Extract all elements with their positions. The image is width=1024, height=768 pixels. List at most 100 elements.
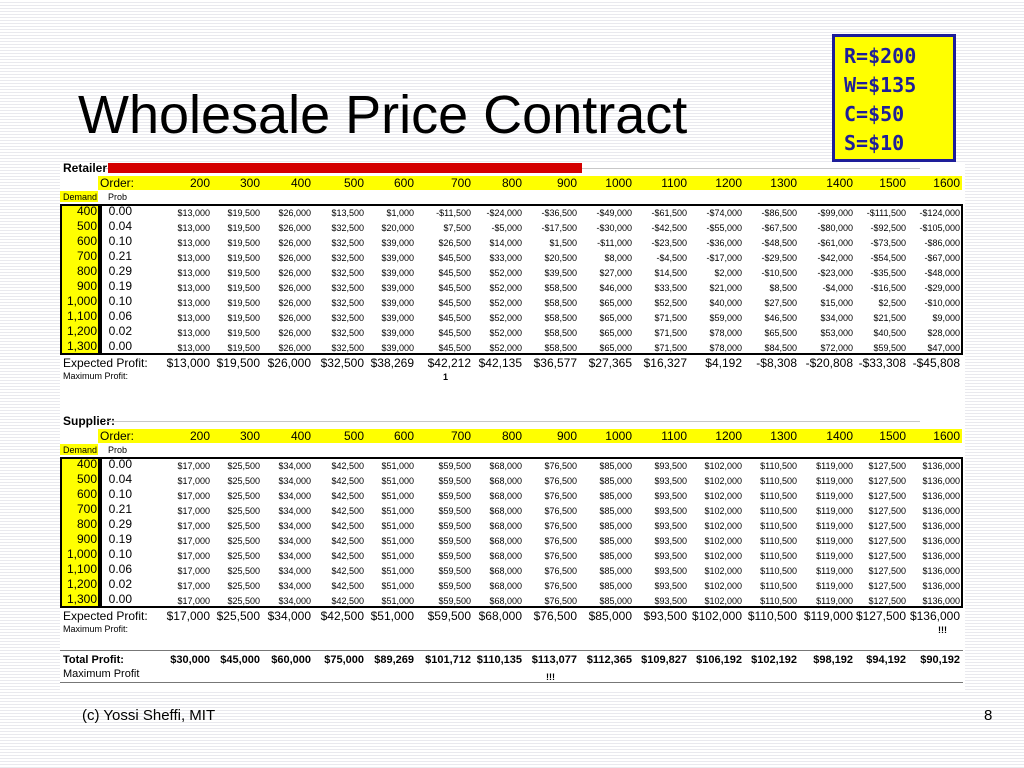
retailer-expected-value: $26,000 xyxy=(267,356,311,370)
supplier-profit-cell: $102,000 xyxy=(704,506,742,516)
supplier-profit-cell: $110,500 xyxy=(760,551,797,561)
retailer-demand-value: 900 xyxy=(76,279,97,293)
supplier-max-label: Maximum Profit: xyxy=(63,624,129,634)
retailer-profit-cell: -$23,500 xyxy=(651,238,687,248)
supplier-profit-cell: $85,000 xyxy=(599,596,632,606)
retailer-profit-cell: $26,500 xyxy=(438,238,471,248)
retailer-profit-cell: $19,500 xyxy=(227,268,260,278)
retailer-profit-cell: $28,000 xyxy=(927,328,960,338)
retailer-profit-cell: $2,000 xyxy=(714,268,742,278)
supplier-profit-cell: $68,000 xyxy=(489,506,522,516)
retailer-profit-cell: $33,500 xyxy=(654,283,687,293)
supplier-demand-box xyxy=(60,457,100,608)
retailer-profit-cell: $13,000 xyxy=(177,253,210,263)
retailer-profit-cell: $59,000 xyxy=(709,313,742,323)
retailer-profit-cell: $15,000 xyxy=(820,298,853,308)
retailer-demand-value: 1,000 xyxy=(66,294,97,308)
retailer-profit-cell: -$54,500 xyxy=(870,253,906,263)
supplier-profit-cell: $17,000 xyxy=(177,506,210,516)
retailer-profit-cell: $52,000 xyxy=(489,298,522,308)
supplier-order-header: 500 xyxy=(343,429,364,443)
retailer-demand-value: 800 xyxy=(76,264,97,278)
supplier-profit-cell: $110,500 xyxy=(760,566,797,576)
retailer-order-header: 1300 xyxy=(770,176,797,190)
retailer-profit-cell: $39,000 xyxy=(381,253,414,263)
retailer-profit-cell: $32,500 xyxy=(331,238,364,248)
retailer-order-header: 400 xyxy=(290,176,311,190)
supplier-profit-cell: $93,500 xyxy=(654,596,687,606)
supplier-profit-cell: $25,500 xyxy=(227,461,260,471)
retailer-profit-cell: $32,500 xyxy=(331,253,364,263)
retailer-order-header: 1000 xyxy=(605,176,632,190)
retailer-profit-cell: -$73,500 xyxy=(870,238,906,248)
supplier-profit-cell: $76,500 xyxy=(544,491,577,501)
retailer-profit-cell: $65,000 xyxy=(599,298,632,308)
retailer-order-header: 1600 xyxy=(933,176,960,190)
param-c: C=$50 xyxy=(844,102,905,126)
retailer-profit-cell: $13,000 xyxy=(177,343,210,353)
supplier-profit-cell: $136,000 xyxy=(922,551,960,561)
retailer-profit-cell: -$29,000 xyxy=(924,283,960,293)
retailer-expected-value: $16,327 xyxy=(643,356,687,370)
supplier-profit-cell: $85,000 xyxy=(599,566,632,576)
retailer-prob-value: 0.00 xyxy=(108,204,132,218)
retailer-order-header: 500 xyxy=(343,176,364,190)
retailer-profit-cell: $21,500 xyxy=(873,313,906,323)
parameter-box: R=$200 W=$135 C=$50 S=$10 xyxy=(832,34,956,162)
retailer-profit-cell: -$11,000 xyxy=(597,238,632,248)
retailer-profit-cell: $26,000 xyxy=(278,298,311,308)
retailer-profit-cell: $32,500 xyxy=(331,328,364,338)
supplier-prob-value: 0.19 xyxy=(108,532,132,546)
retailer-profit-cell: -$5,000 xyxy=(491,223,522,233)
retailer-expected-value: $27,365 xyxy=(588,356,632,370)
supplier-profit-cell: $76,500 xyxy=(544,566,577,576)
retailer-order-header: 1500 xyxy=(879,176,906,190)
retailer-profit-cell: $78,000 xyxy=(709,343,742,353)
retailer-profit-cell: -$4,500 xyxy=(656,253,687,263)
supplier-order-header: 200 xyxy=(189,429,210,443)
retailer-profit-cell: $78,000 xyxy=(709,328,742,338)
total-value: $94,192 xyxy=(866,654,906,666)
supplier-profit-cell: $93,500 xyxy=(654,581,687,591)
supplier-demand-value: 1,000 xyxy=(66,547,97,561)
retailer-profit-cell: $65,000 xyxy=(599,328,632,338)
retailer-order-header: 1100 xyxy=(661,176,687,190)
retailer-order-bar xyxy=(98,176,962,190)
supplier-prob-value: 0.21 xyxy=(108,502,132,516)
retailer-max-marker: 1 xyxy=(443,372,449,382)
supplier-order-header: 600 xyxy=(393,429,414,443)
supplier-profit-cell: $34,000 xyxy=(278,506,311,516)
retailer-profit-cell: $84,500 xyxy=(764,343,797,353)
retailer-profit-cell: $59,500 xyxy=(873,343,906,353)
supplier-profit-cell: $59,500 xyxy=(438,461,471,471)
retailer-prob-value: 0.06 xyxy=(108,309,132,323)
retailer-profit-cell: $21,000 xyxy=(709,283,742,293)
retailer-expected-value: -$45,808 xyxy=(912,356,960,370)
retailer-profit-cell: $45,500 xyxy=(438,283,471,293)
retailer-order-header: 300 xyxy=(239,176,260,190)
retailer-demand-value: 400 xyxy=(76,204,97,218)
supplier-expected-value: $34,000 xyxy=(267,609,311,623)
supplier-prob-value: 0.10 xyxy=(108,547,132,561)
supplier-demand-value: 1,300 xyxy=(66,592,97,606)
retailer-profit-cell: $58,500 xyxy=(544,283,577,293)
retailer-demand-col-bar xyxy=(60,204,98,354)
supplier-profit-cell: $51,000 xyxy=(381,566,414,576)
supplier-profit-cell: $85,000 xyxy=(599,581,632,591)
retailer-expected-value: -$33,308 xyxy=(858,356,906,370)
supplier-profit-cell: $76,500 xyxy=(544,461,577,471)
retailer-profit-cell: -$48,000 xyxy=(924,268,960,278)
supplier-profit-cell: $85,000 xyxy=(599,461,632,471)
supplier-profit-cell: $127,500 xyxy=(868,596,906,606)
retailer-demand-value: 1,300 xyxy=(66,339,97,353)
retailer-profit-cell: -$67,000 xyxy=(924,253,960,263)
retailer-profit-cell: $52,000 xyxy=(489,313,522,323)
retailer-profit-cell: $58,500 xyxy=(544,298,577,308)
retailer-profit-cell: $19,500 xyxy=(227,328,260,338)
spreadsheet: Retailer: Order: 200 300 400 500 600 700 800 900 1… xyxy=(60,162,965,690)
retailer-prob-value: 0.00 xyxy=(108,339,132,353)
retailer-profit-cell: -$23,000 xyxy=(817,268,853,278)
supplier-order-header: 700 xyxy=(450,429,471,443)
supplier-profit-cell: $17,000 xyxy=(177,581,210,591)
retailer-profit-cell: -$61,000 xyxy=(817,238,853,248)
